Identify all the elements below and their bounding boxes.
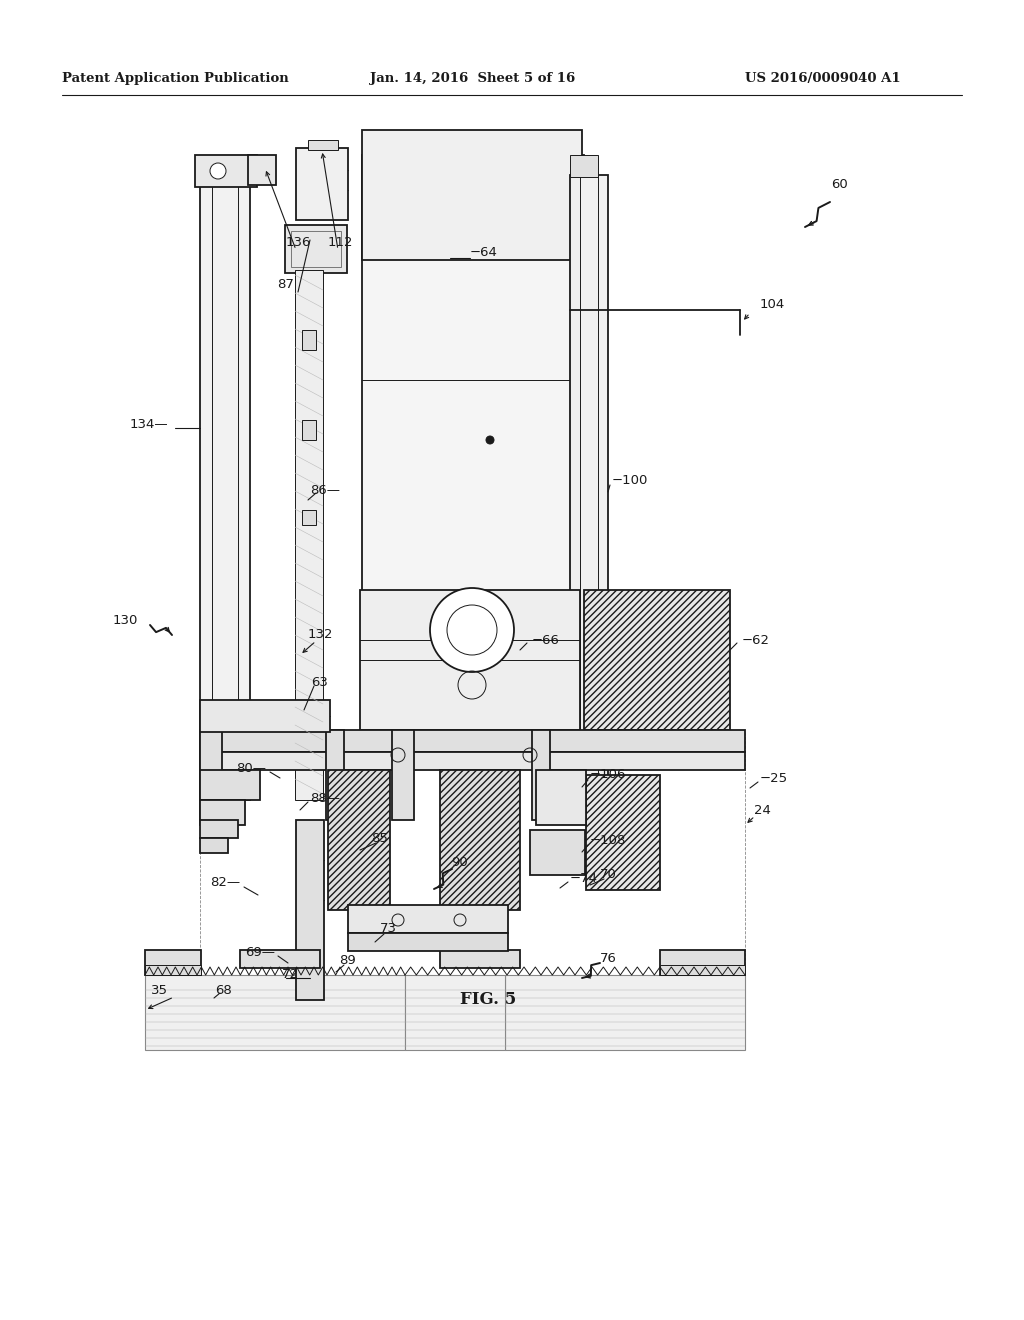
- Bar: [240, 950, 319, 968]
- Text: −74: −74: [570, 871, 598, 884]
- Bar: [200, 838, 228, 853]
- Text: 89: 89: [340, 953, 356, 966]
- Bar: [200, 800, 245, 825]
- Text: 35: 35: [151, 983, 168, 997]
- Circle shape: [430, 587, 514, 672]
- Bar: [326, 730, 344, 820]
- Bar: [248, 154, 276, 185]
- Bar: [200, 730, 222, 820]
- Text: 112: 112: [328, 236, 352, 249]
- Bar: [362, 154, 584, 660]
- Bar: [440, 950, 520, 968]
- Text: 132: 132: [307, 628, 333, 642]
- Text: Jan. 14, 2016  Sheet 5 of 16: Jan. 14, 2016 Sheet 5 of 16: [370, 73, 575, 84]
- Bar: [505, 975, 745, 1049]
- Bar: [295, 271, 323, 800]
- Text: 73: 73: [380, 921, 396, 935]
- Bar: [348, 933, 508, 950]
- Text: 85: 85: [372, 832, 388, 845]
- Text: 70: 70: [600, 869, 616, 882]
- Text: 88—: 88—: [310, 792, 340, 804]
- Text: 136: 136: [286, 236, 310, 249]
- Polygon shape: [586, 775, 660, 890]
- Bar: [392, 730, 414, 820]
- Bar: [660, 965, 745, 975]
- Bar: [145, 975, 406, 1049]
- Bar: [532, 730, 550, 820]
- Bar: [291, 231, 341, 267]
- Text: −62: −62: [742, 634, 770, 647]
- Text: −100: −100: [612, 474, 648, 487]
- Text: −106: −106: [590, 768, 627, 781]
- Text: 90: 90: [452, 855, 468, 869]
- Polygon shape: [440, 770, 520, 909]
- Bar: [362, 129, 582, 260]
- Text: 134—: 134—: [129, 418, 168, 432]
- Bar: [660, 950, 745, 975]
- Text: 104: 104: [760, 298, 785, 312]
- Bar: [200, 730, 745, 752]
- Text: 76: 76: [600, 952, 616, 965]
- Text: FIG. 5: FIG. 5: [460, 991, 516, 1008]
- Bar: [145, 965, 201, 975]
- Bar: [296, 148, 348, 220]
- Text: US 2016/0009040 A1: US 2016/0009040 A1: [745, 73, 901, 84]
- Polygon shape: [328, 770, 390, 909]
- Bar: [296, 820, 324, 1001]
- Bar: [200, 165, 250, 800]
- Text: 82—: 82—: [210, 875, 240, 888]
- Bar: [195, 154, 257, 187]
- Text: −25: −25: [760, 771, 788, 784]
- Text: 24: 24: [754, 804, 770, 817]
- Text: −66: −66: [532, 634, 560, 647]
- Bar: [285, 224, 347, 273]
- Bar: [302, 510, 316, 525]
- Text: 130: 130: [113, 614, 138, 627]
- Bar: [200, 770, 260, 800]
- Bar: [308, 140, 338, 150]
- Bar: [530, 830, 585, 875]
- Bar: [570, 176, 608, 814]
- Text: 87: 87: [278, 279, 295, 292]
- Text: −64: −64: [470, 246, 498, 259]
- Text: 80—: 80—: [236, 762, 266, 775]
- Text: 69—: 69—: [245, 945, 275, 958]
- Text: 72: 72: [282, 969, 299, 982]
- Bar: [200, 700, 330, 733]
- Text: 60: 60: [831, 178, 848, 191]
- Bar: [200, 820, 238, 838]
- Bar: [302, 420, 316, 440]
- Text: −108: −108: [590, 833, 627, 846]
- Text: 68: 68: [216, 983, 232, 997]
- Bar: [200, 752, 745, 770]
- Bar: [145, 950, 201, 975]
- Circle shape: [486, 436, 494, 444]
- Circle shape: [210, 162, 226, 180]
- Bar: [360, 590, 580, 730]
- Bar: [406, 975, 505, 1049]
- Polygon shape: [584, 590, 730, 730]
- Bar: [570, 154, 598, 177]
- Bar: [348, 906, 508, 933]
- Bar: [302, 330, 316, 350]
- Text: 86—: 86—: [310, 483, 340, 496]
- Bar: [536, 770, 586, 825]
- Text: 63: 63: [311, 676, 329, 689]
- Text: Patent Application Publication: Patent Application Publication: [62, 73, 289, 84]
